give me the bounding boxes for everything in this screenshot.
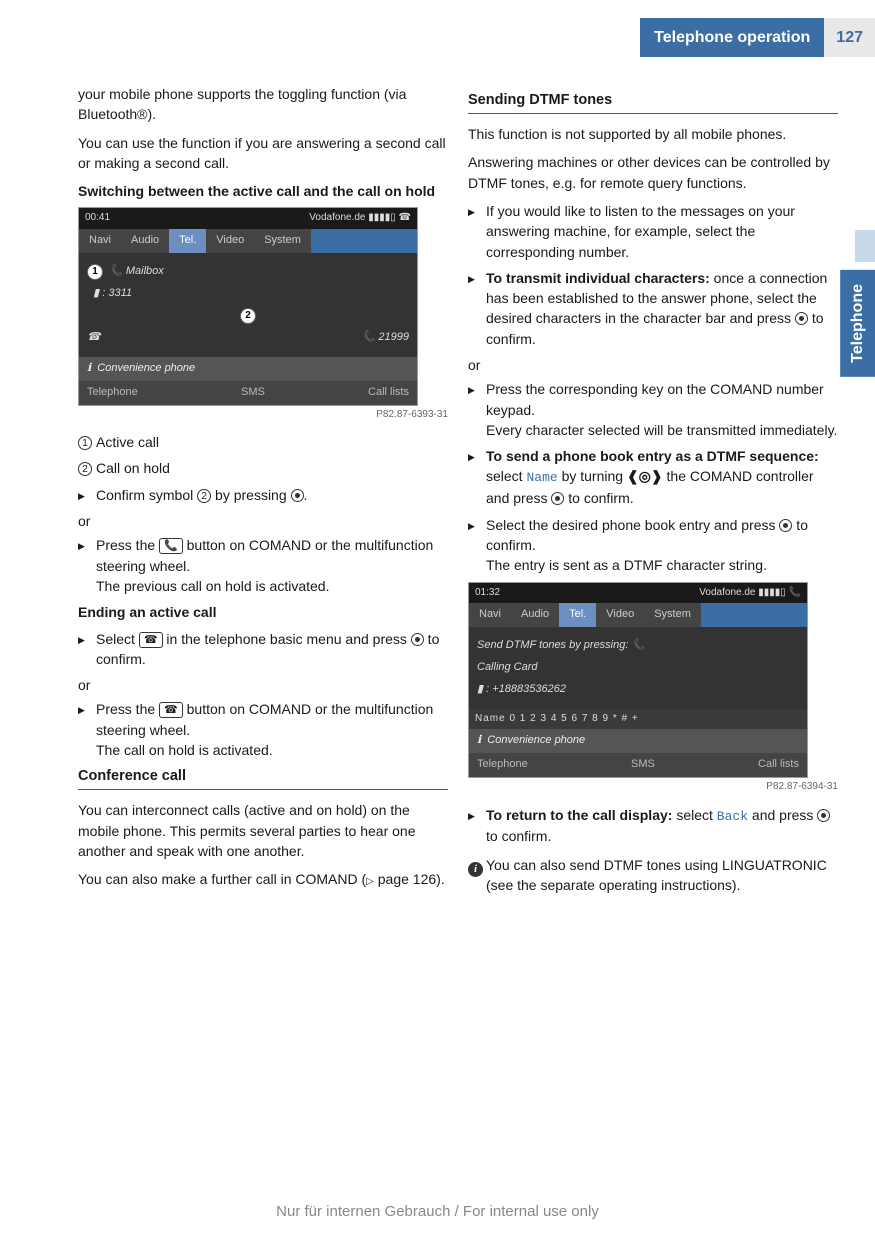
ss2-bottom: Telephone SMS Call lists xyxy=(469,753,807,777)
controller-press-icon xyxy=(551,492,564,505)
triangle-icon xyxy=(468,805,486,847)
ss1-carrier: Vodafone.de ▮▮▮▮▯ ☎ xyxy=(309,211,411,226)
intro-para-2: You can use the function if you are answ… xyxy=(78,133,448,174)
info-icon: i xyxy=(468,862,483,877)
comand-screenshot-2: 01:32 Vodafone.de ▮▮▮▮▯ 📞 Navi Audio Tel… xyxy=(468,582,808,779)
triangle-icon xyxy=(78,485,96,505)
conference-para-1: You can interconnect calls (active and o… xyxy=(78,800,448,861)
triangle-icon xyxy=(78,629,96,670)
conference-para-2: You can also make a further call in COMA… xyxy=(78,869,448,890)
controller-press-icon xyxy=(291,489,304,502)
ss2-menubar: Navi Audio Tel. Video System xyxy=(469,603,807,627)
triangle-icon xyxy=(468,515,486,576)
ss1-body: 1 📞 Mailbox ▮ : 3311 2 ☎📞 21999 xyxy=(79,253,417,357)
step-press-call-button: Press the 📞 button on COMAND or the mult… xyxy=(78,535,448,596)
page-header: Telephone operation 127 xyxy=(640,18,875,57)
or-text: or xyxy=(468,355,838,375)
ss2-sub: ℹ Convenience phone xyxy=(469,729,807,753)
step-confirm-symbol: Confirm symbol 2 by pressing . xyxy=(78,485,448,505)
ss1-sub: ℹ Convenience phone xyxy=(79,357,417,381)
call-button-icon: 📞 xyxy=(159,538,183,554)
heading-conference-call: Conference call xyxy=(78,766,448,790)
hangup-menu-icon: ☎ xyxy=(139,632,163,648)
triangle-icon xyxy=(468,446,486,508)
step-select-hangup: Select ☎ in the telephone basic menu and… xyxy=(78,629,448,670)
triangle-icon xyxy=(78,699,96,760)
section-tab: Telephone xyxy=(840,270,875,377)
step-return-call-display: To return to the call display: select Ba… xyxy=(468,805,838,847)
ss2-time: 01:32 xyxy=(475,586,500,601)
page-number: 127 xyxy=(824,18,875,57)
dtmf-para-1: This function is not supported by all mo… xyxy=(468,124,838,144)
dtmf-para-2: Answering machines or other devices can … xyxy=(468,152,838,193)
header-title: Telephone operation xyxy=(640,18,824,57)
triangle-icon xyxy=(468,379,486,440)
comand-screenshot-1: 00:41 Vodafone.de ▮▮▮▮▯ ☎ Navi Audio Tel… xyxy=(78,207,418,405)
ss2-caption: P82.87-6394-31 xyxy=(468,780,838,795)
side-tab-marker xyxy=(855,230,875,262)
ss1-bottom: Telephone SMS Call lists xyxy=(79,381,417,405)
info-note: i You can also send DTMF tones using LIN… xyxy=(468,855,838,896)
step-phonebook-dtmf: To send a phone book entry as a DTMF seq… xyxy=(468,446,838,508)
or-text: or xyxy=(78,675,448,695)
page-ref-icon xyxy=(366,871,374,887)
left-column: your mobile phone supports the toggling … xyxy=(78,84,448,901)
controller-press-icon xyxy=(795,312,808,325)
triangle-icon xyxy=(468,268,486,349)
step-listen-messages: If you would like to listen to the messa… xyxy=(468,201,838,262)
legend-2: 2 Call on hold xyxy=(78,458,448,478)
legend-1: 1 Active call xyxy=(78,432,448,452)
menu-item-back: Back xyxy=(717,809,748,824)
triangle-icon xyxy=(468,201,486,262)
intro-para-1: your mobile phone supports the toggling … xyxy=(78,84,448,125)
ss1-caption: P82.87-6393-31 xyxy=(78,408,448,423)
or-text: or xyxy=(78,511,448,531)
step-transmit-chars: To transmit individual characters: once … xyxy=(468,268,838,349)
right-column: Sending DTMF tones This function is not … xyxy=(468,84,838,901)
callout-1-icon: 1 xyxy=(78,436,92,450)
ss1-menubar: Navi Audio Tel. Video System xyxy=(79,229,417,253)
heading-dtmf: Sending DTMF tones xyxy=(468,90,838,114)
ss2-carrier: Vodafone.de ▮▮▮▮▯ 📞 xyxy=(699,586,801,601)
content-columns: your mobile phone supports the toggling … xyxy=(78,84,838,901)
triangle-icon xyxy=(78,535,96,596)
controller-press-icon xyxy=(817,809,830,822)
callout-2-icon: 2 xyxy=(78,462,92,476)
watermark-text: Nur für internen Gebrauch / For internal… xyxy=(0,1201,875,1223)
ss1-time: 00:41 xyxy=(85,211,110,226)
heading-ending-call: Ending an active call xyxy=(78,602,448,622)
menu-item-name: Name xyxy=(526,470,557,485)
step-keypad: Press the corresponding key on the COMAN… xyxy=(468,379,838,440)
ss2-charbar: Name 0 1 2 3 4 5 6 7 8 9 * # + xyxy=(469,709,807,730)
ss2-body: Send DTMF tones by pressing: 📞 Calling C… xyxy=(469,627,807,709)
controller-press-icon xyxy=(779,519,792,532)
step-select-entry: Select the desired phone book entry and … xyxy=(468,515,838,576)
step-press-end-button: Press the ☎ button on COMAND or the mult… xyxy=(78,699,448,760)
end-call-button-icon: ☎ xyxy=(159,702,183,718)
heading-switching: Switching between the active call and th… xyxy=(78,181,448,201)
controller-press-icon xyxy=(411,633,424,646)
